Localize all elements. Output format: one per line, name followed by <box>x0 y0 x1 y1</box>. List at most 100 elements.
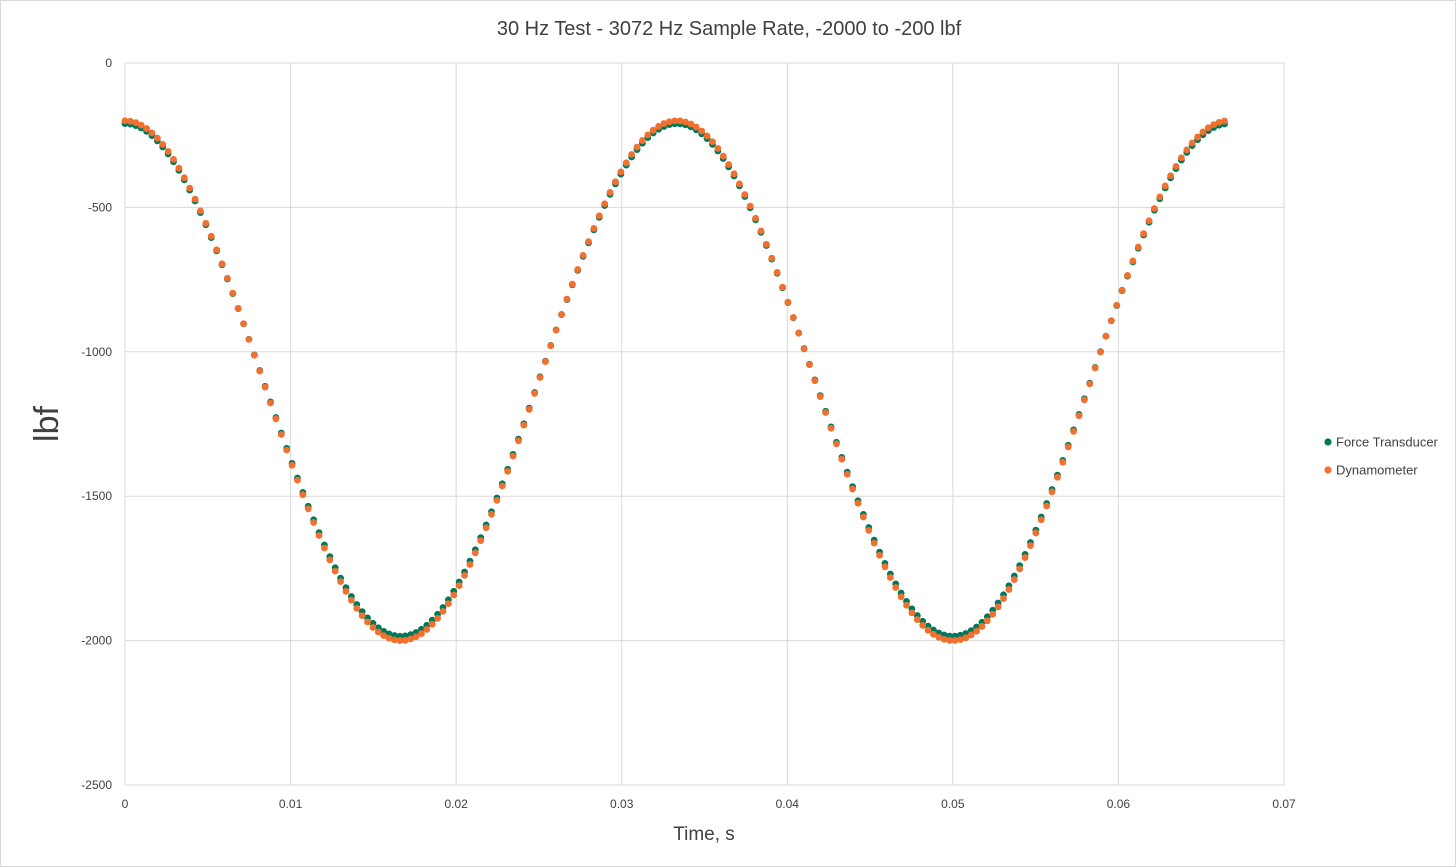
data-point <box>509 452 517 460</box>
data-point <box>1086 380 1094 388</box>
data-point <box>876 551 883 559</box>
x-axis-title: Time, s <box>673 824 735 845</box>
data-point <box>1027 542 1034 549</box>
data-point <box>191 195 199 203</box>
data-point <box>401 636 409 644</box>
data-point <box>240 320 247 328</box>
x-tick-label: 0.01 <box>279 797 303 811</box>
data-point <box>725 161 733 168</box>
data-point <box>633 143 641 151</box>
data-point <box>1016 565 1024 573</box>
data-point <box>418 630 425 637</box>
data-point <box>644 131 652 139</box>
data-point <box>1059 458 1067 466</box>
data-point <box>930 630 937 638</box>
data-point <box>622 159 630 167</box>
data-point <box>428 620 436 628</box>
data-point <box>838 455 846 463</box>
data-point <box>892 584 900 591</box>
data-point <box>547 342 555 350</box>
data-point <box>1140 230 1148 238</box>
data-point <box>687 120 695 128</box>
data-point <box>617 168 625 176</box>
data-point <box>806 361 813 369</box>
data-point <box>951 637 959 644</box>
x-tick-label: 0.04 <box>776 797 800 811</box>
data-point <box>1080 396 1088 404</box>
data-point <box>1043 502 1051 510</box>
data-point <box>315 532 323 539</box>
data-point <box>423 626 431 633</box>
data-point <box>347 596 355 604</box>
series-dynamometer <box>121 117 1228 644</box>
data-point <box>908 609 916 617</box>
data-point <box>250 351 258 359</box>
data-point <box>698 127 706 135</box>
data-point <box>741 191 749 199</box>
data-point <box>789 314 797 321</box>
data-point <box>1199 128 1207 136</box>
data-point <box>886 574 894 581</box>
data-point <box>568 280 576 288</box>
data-point <box>1113 301 1121 309</box>
data-point <box>1010 576 1018 583</box>
data-point <box>1156 193 1164 201</box>
data-point <box>326 556 334 564</box>
data-point <box>903 601 910 609</box>
data-point <box>1124 271 1131 279</box>
data-point <box>1151 205 1158 212</box>
data-point <box>816 393 824 401</box>
data-point <box>676 117 684 125</box>
series-layer <box>121 117 1228 644</box>
data-point <box>353 604 361 612</box>
data-point <box>1091 364 1099 372</box>
data-point <box>1134 243 1142 251</box>
data-point <box>595 212 603 220</box>
data-point <box>682 118 689 126</box>
data-point <box>1210 121 1218 128</box>
chart-title: 30 Hz Test - 3072 Hz Sample Rate, -2000 … <box>497 18 962 40</box>
data-point <box>1177 154 1185 162</box>
data-point <box>493 496 501 504</box>
data-point <box>444 600 452 608</box>
grid-layer <box>124 62 1285 786</box>
data-point <box>197 207 204 215</box>
data-point <box>946 637 954 644</box>
data-point <box>337 578 344 585</box>
data-point <box>590 225 598 232</box>
data-point <box>380 632 388 640</box>
data-point <box>143 125 150 132</box>
data-point <box>736 180 743 188</box>
data-point <box>919 622 927 629</box>
data-point <box>256 367 264 375</box>
data-point <box>574 266 582 273</box>
data-point <box>364 618 371 626</box>
data-point <box>983 617 991 625</box>
data-point <box>563 295 571 303</box>
legend-marker <box>1324 466 1332 474</box>
data-point <box>180 174 188 182</box>
data-point <box>859 513 867 521</box>
data-point <box>358 612 366 620</box>
data-point <box>849 485 857 493</box>
data-point <box>482 524 490 532</box>
data-point <box>1032 529 1040 537</box>
data-point <box>1102 332 1110 340</box>
data-point <box>1204 124 1212 132</box>
data-point <box>267 399 274 407</box>
data-point <box>1054 473 1061 481</box>
data-point <box>989 610 997 618</box>
data-point <box>175 164 183 172</box>
legend-label: Dynamometer <box>1336 463 1418 478</box>
data-point <box>159 140 167 148</box>
y-tick-label: 0 <box>105 56 112 70</box>
data-point <box>612 178 619 186</box>
data-point <box>655 123 662 130</box>
data-point <box>843 470 851 478</box>
data-point <box>768 254 776 262</box>
data-point <box>164 148 172 155</box>
data-point <box>822 409 830 416</box>
data-point <box>579 251 587 259</box>
data-point <box>385 634 393 642</box>
